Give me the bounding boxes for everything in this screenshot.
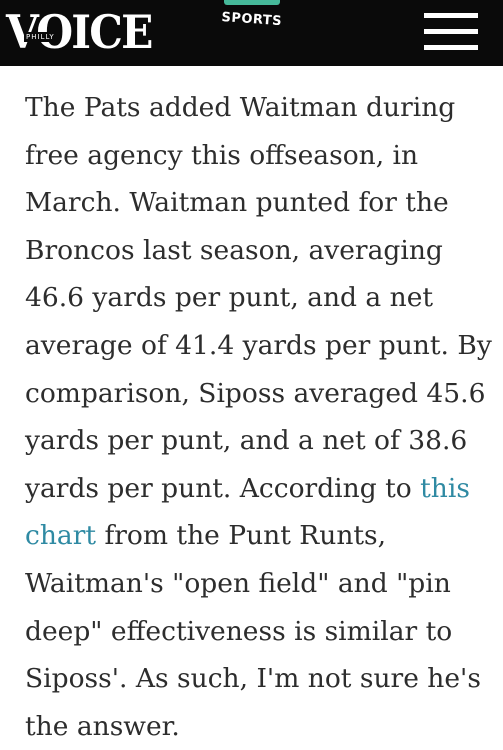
article-line: March. Waitman punted for the — [25, 187, 449, 219]
site-header: VOICE PHILLY SPORTS — [0, 0, 503, 66]
article-line: comparison, Siposs averaged 45.6 — [25, 377, 486, 409]
article-line: the answer. — [25, 710, 180, 742]
hamburger-menu-icon[interactable] — [424, 10, 478, 54]
article-paragraph: The Pats added Waitman during free agenc… — [25, 84, 495, 750]
article-line: Siposs'. As such, I'm not sure he's — [25, 663, 481, 695]
menu-bar — [424, 13, 478, 18]
article-line: yards per punt. According to this — [25, 465, 495, 513]
article-line: chart from the Punt Runts, — [25, 512, 495, 560]
article-line: Waitman's "open field" and "pin — [25, 567, 451, 599]
article-text: yards per punt. According to — [25, 472, 421, 504]
article-line: free agency this offseason, in — [25, 139, 419, 171]
menu-bar — [424, 45, 478, 50]
section-tag-sports[interactable]: SPORTS — [216, 0, 288, 36]
section-label: SPORTS — [220, 10, 283, 30]
article-line: deep" effectiveness is similar to — [25, 615, 453, 647]
article-text: from the Punt Runts, — [96, 520, 387, 552]
article-line: Broncos last season, averaging — [25, 234, 443, 266]
article-line: The Pats added Waitman during — [25, 92, 456, 123]
logo-philly-label: PHILLY — [24, 32, 57, 42]
philly-voice-logo[interactable]: VOICE PHILLY — [6, 6, 156, 58]
chart-link[interactable]: this — [420, 472, 470, 504]
article-line: average of 41.4 yards per punt. By — [25, 329, 492, 361]
article-line: yards per punt, and a net of 38.6 — [25, 425, 468, 457]
menu-bar — [424, 29, 478, 34]
section-accent-tab — [224, 0, 280, 5]
article-line: 46.6 yards per punt, and a net — [25, 282, 434, 314]
chart-link-continued[interactable]: chart — [25, 520, 97, 552]
